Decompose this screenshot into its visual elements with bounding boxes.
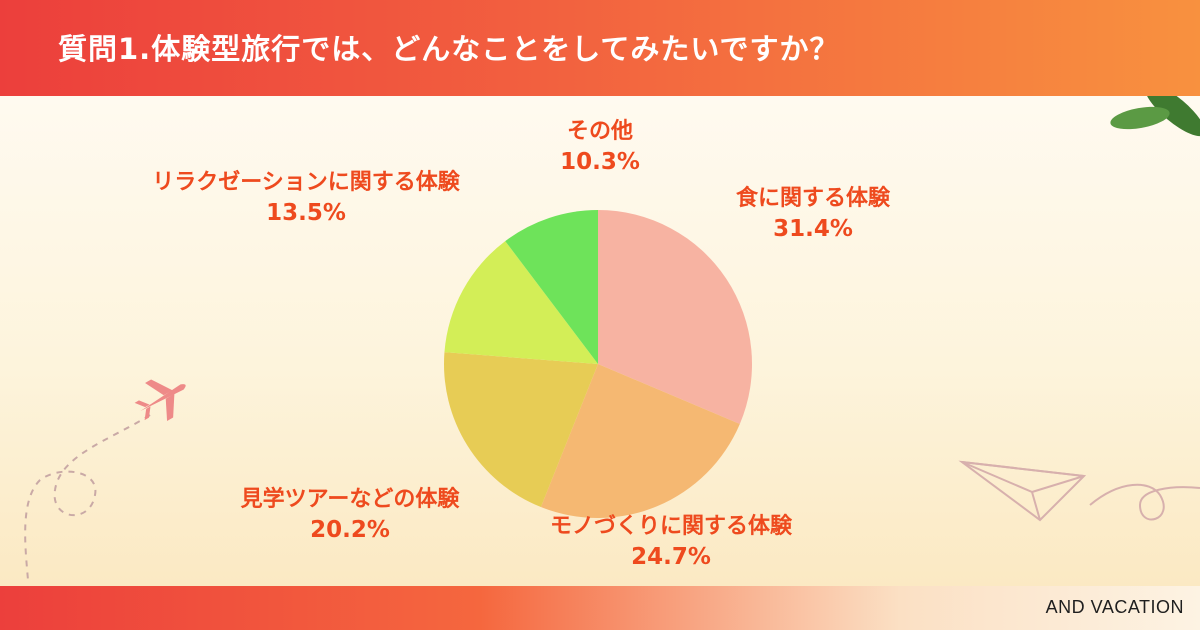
slice-label-craft: モノづくりに関する体験 24.7% — [512, 512, 830, 573]
pie-slice-tour — [444, 352, 598, 508]
page-title: 質問1.体験型旅行では、どんなことをしてみたいですか？ — [58, 32, 840, 66]
pie-slice-other — [505, 210, 598, 364]
paper-plane-icon — [958, 460, 1200, 522]
slice-label-craft-name: モノづくりに関する体験 — [549, 514, 792, 539]
slice-label-food: 食に関する体験 31.4% — [708, 184, 918, 245]
slice-label-tour-name: 見学ツアーなどの体験 — [240, 487, 460, 512]
slice-label-other: その他 10.3% — [540, 117, 660, 178]
slice-label-food-name: 食に関する体験 — [735, 186, 890, 211]
slice-label-craft-value: 24.7% — [631, 543, 711, 570]
pie-slice-relaxation — [444, 241, 598, 364]
brand-name: AND VACATION — [1045, 597, 1184, 617]
slice-label-other-value: 10.3% — [560, 148, 640, 175]
airplane-icon — [134, 379, 186, 422]
footer-bar — [0, 586, 1200, 630]
slice-label-other-name: その他 — [566, 119, 633, 144]
slice-label-relaxation-value: 13.5% — [266, 199, 346, 226]
header-bar — [0, 0, 1200, 96]
slice-label-relaxation: リラクゼーションに関する体験 13.5% — [108, 168, 504, 229]
slice-label-relaxation-name: リラクゼーションに関する体験 — [152, 170, 460, 195]
pie-slice-food — [598, 210, 752, 424]
flight-path-line — [24, 414, 151, 581]
slice-label-food-value: 31.4% — [773, 215, 853, 242]
slice-label-tour-value: 20.2% — [310, 516, 390, 543]
slice-label-tour: 見学ツアーなどの体験 20.2% — [200, 485, 500, 546]
pie-slice-craft — [540, 364, 740, 518]
